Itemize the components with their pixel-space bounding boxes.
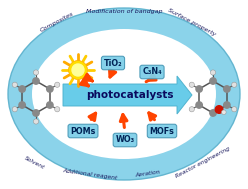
Text: Surface property: Surface property <box>167 7 217 37</box>
Circle shape <box>72 64 84 76</box>
Text: WO₃: WO₃ <box>115 136 135 145</box>
Circle shape <box>19 102 25 108</box>
Circle shape <box>210 70 216 75</box>
Text: C₃N₄: C₃N₄ <box>142 67 162 77</box>
Circle shape <box>55 107 60 112</box>
Circle shape <box>189 107 194 112</box>
Text: Solvent: Solvent <box>24 156 46 170</box>
Circle shape <box>12 82 17 87</box>
Ellipse shape <box>8 8 240 180</box>
Circle shape <box>47 102 53 108</box>
Ellipse shape <box>32 29 216 159</box>
Circle shape <box>68 60 88 80</box>
Text: Aeration: Aeration <box>135 170 161 178</box>
Circle shape <box>221 110 226 115</box>
Polygon shape <box>63 76 192 114</box>
Circle shape <box>224 102 230 108</box>
Circle shape <box>47 86 53 92</box>
Text: photocatalysts: photocatalysts <box>86 90 174 100</box>
Text: Reactor engineering: Reactor engineering <box>175 146 231 180</box>
Circle shape <box>55 82 60 87</box>
Circle shape <box>224 86 230 92</box>
Text: POMs: POMs <box>70 126 96 136</box>
Circle shape <box>232 107 237 112</box>
Circle shape <box>196 86 202 92</box>
Circle shape <box>33 110 39 116</box>
Circle shape <box>232 82 237 87</box>
Circle shape <box>33 78 39 84</box>
Text: Modification of bandgap: Modification of bandgap <box>86 9 162 15</box>
Circle shape <box>19 86 25 92</box>
Text: Composites: Composites <box>39 11 75 33</box>
Text: TiO₂: TiO₂ <box>104 59 122 67</box>
Text: MOFs: MOFs <box>150 126 174 136</box>
Circle shape <box>33 119 39 124</box>
Text: Additional reagent: Additional reagent <box>62 168 118 180</box>
Circle shape <box>215 106 223 113</box>
Circle shape <box>196 102 202 108</box>
Circle shape <box>12 107 17 112</box>
Circle shape <box>210 78 216 84</box>
Circle shape <box>189 82 194 87</box>
Circle shape <box>33 70 39 75</box>
Circle shape <box>210 110 216 116</box>
